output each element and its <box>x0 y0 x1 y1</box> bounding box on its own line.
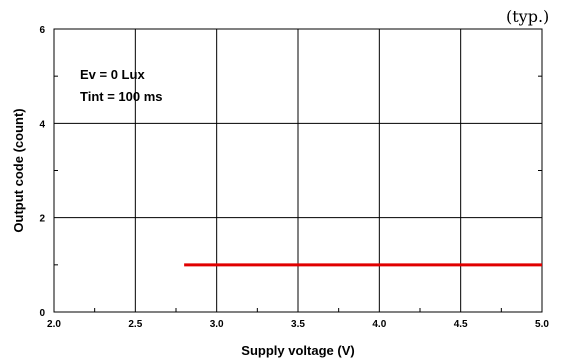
y-axis-title: Output code (count) <box>11 108 26 232</box>
x-tick-label: 2.0 <box>47 319 61 330</box>
x-tick-label: 3.0 <box>210 319 224 330</box>
annotation-ev: Ev = 0 Lux <box>80 67 145 82</box>
x-tick-label: 4.5 <box>454 319 468 330</box>
y-tick-label: 2 <box>39 214 45 225</box>
x-tick-label: 4.0 <box>372 319 386 330</box>
y-tick-label: 0 <box>39 308 45 319</box>
x-tick-label: 2.5 <box>128 319 142 330</box>
x-tick-label: 5.0 <box>535 319 549 330</box>
x-axis-title: Supply voltage (V) <box>241 343 354 358</box>
annotation-tint: Tint = 100 ms <box>80 89 163 104</box>
ticks: 2.0 2.5 3.0 3.5 4.0 4.5 5.0 0 2 4 6 <box>39 25 549 330</box>
x-tick-label: 3.5 <box>291 319 305 330</box>
typ-label: (typ.) <box>506 7 549 26</box>
y-tick-label: 6 <box>39 25 45 36</box>
y-tick-label: 4 <box>39 119 45 130</box>
